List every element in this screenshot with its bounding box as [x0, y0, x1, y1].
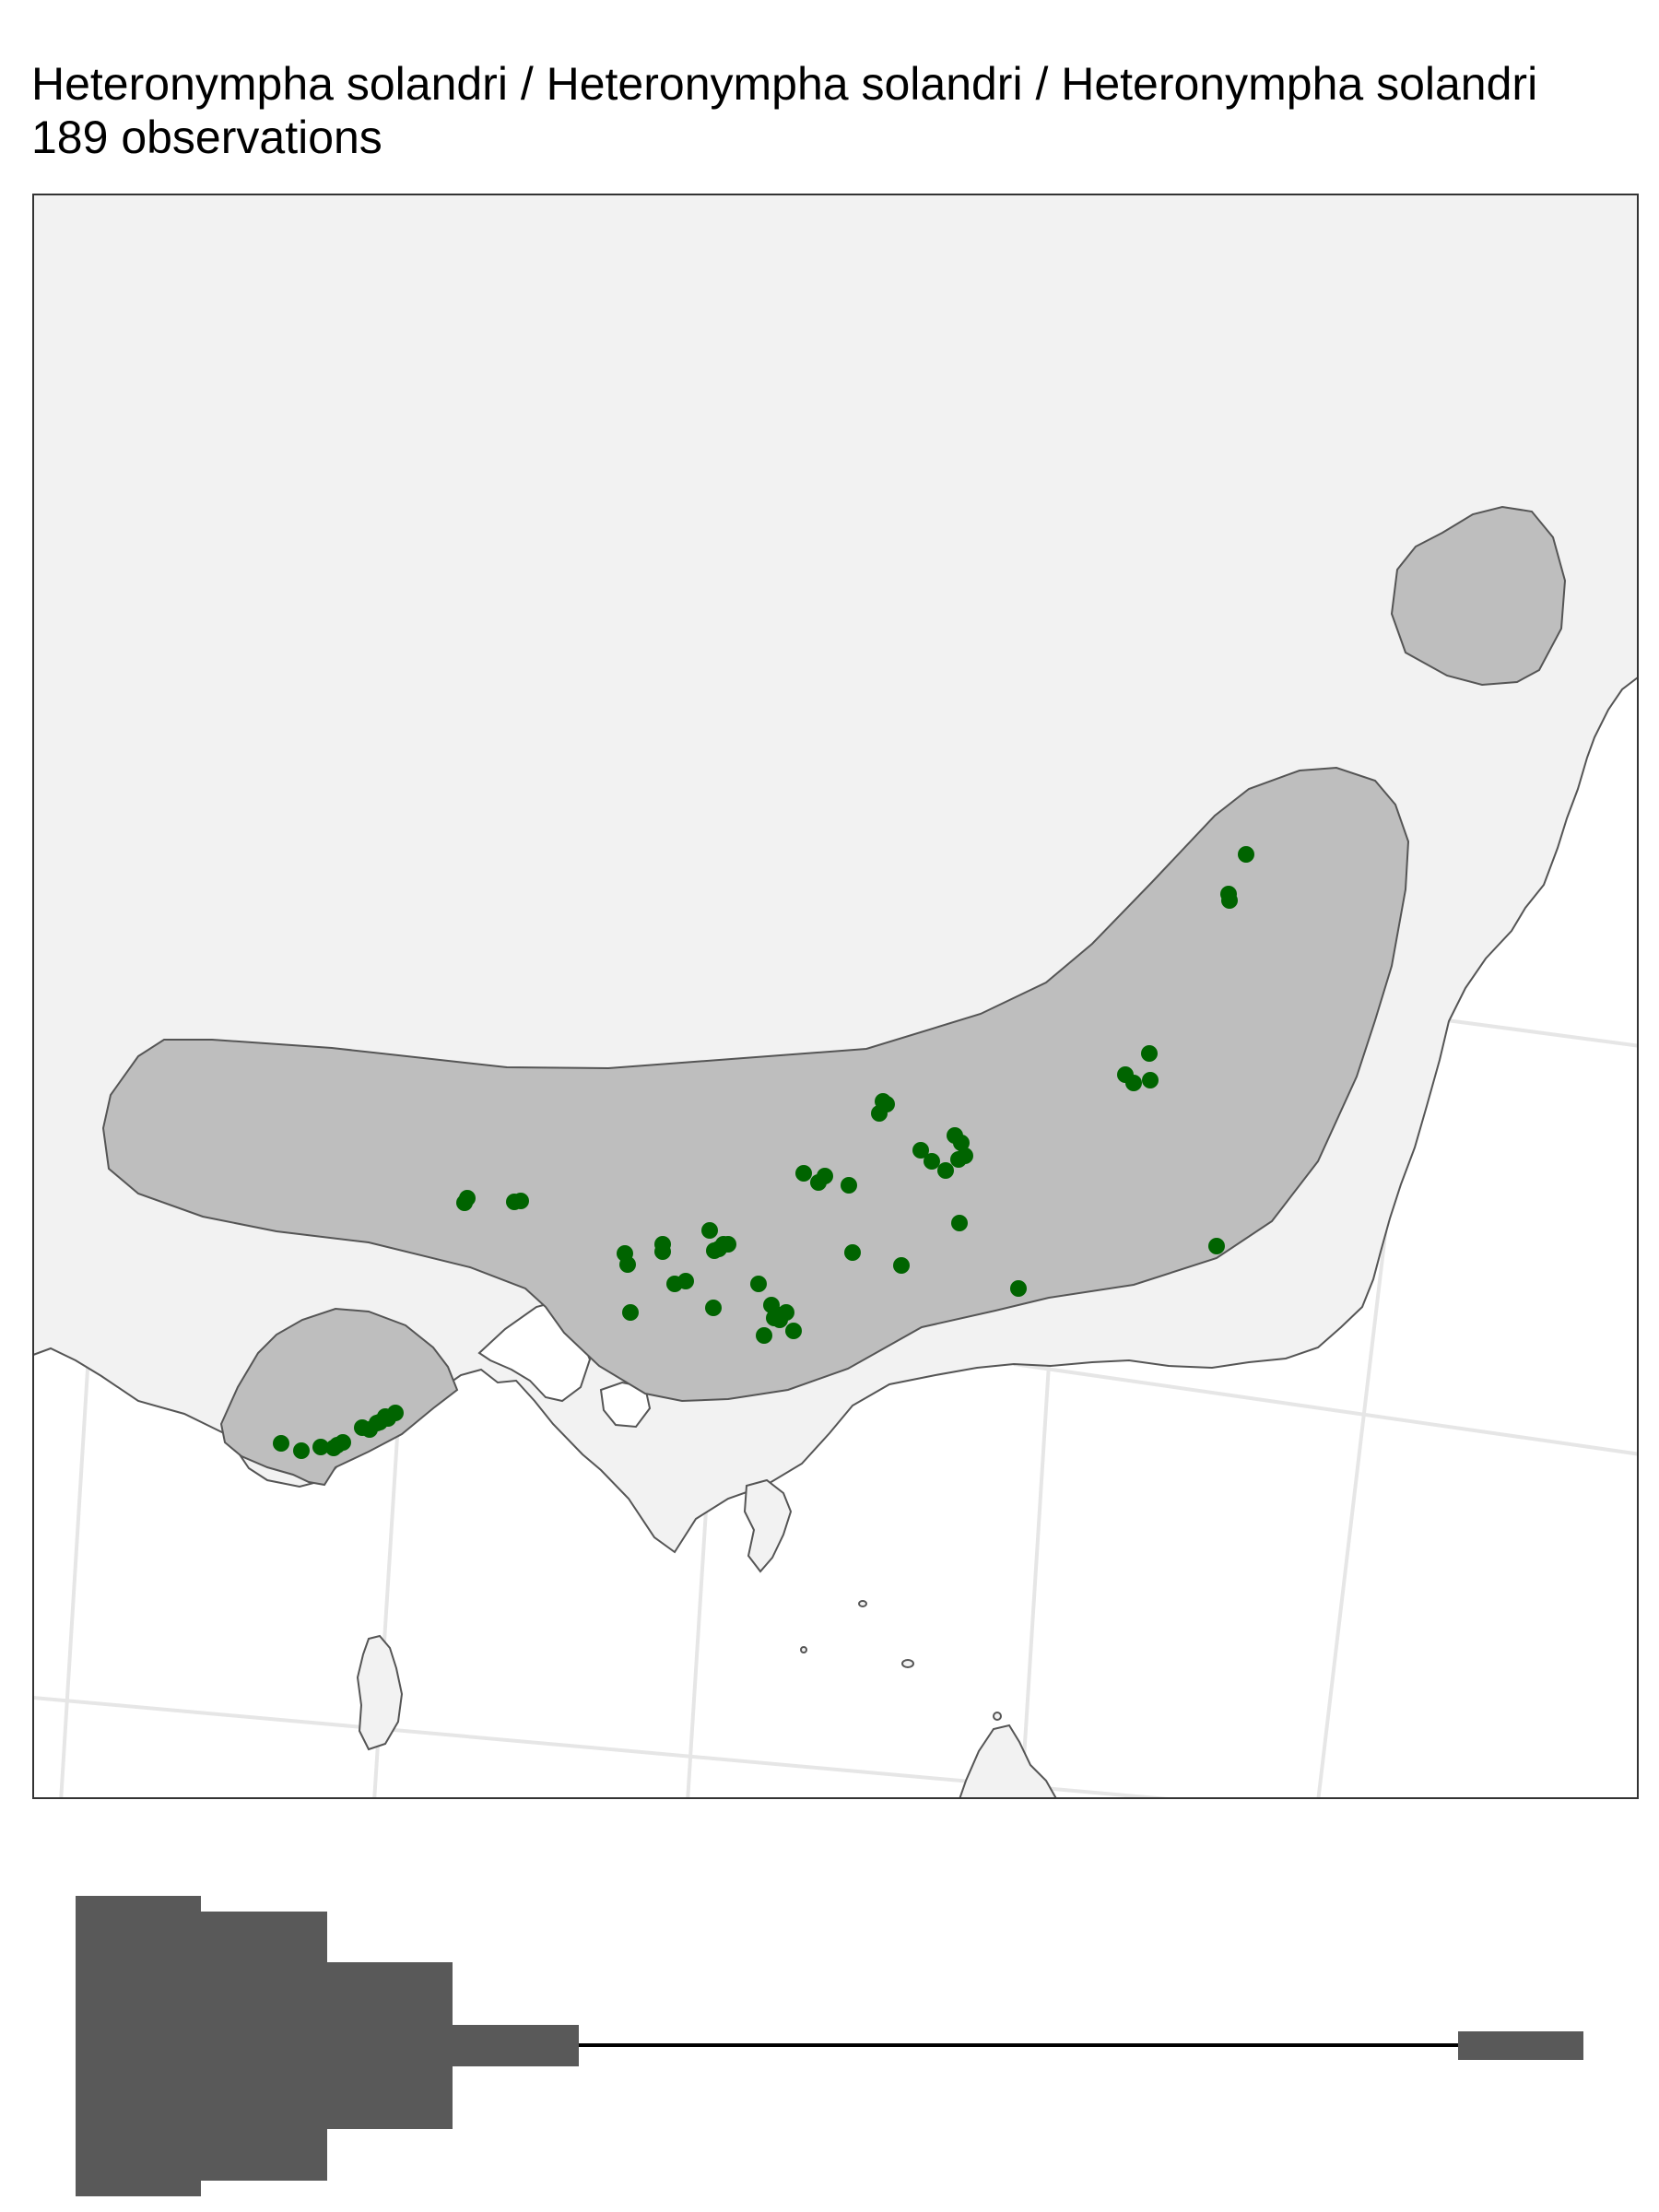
observation-point — [771, 1312, 788, 1328]
glyph-outlier-bar — [1458, 2031, 1583, 2060]
observation-point — [622, 1304, 639, 1321]
observation-point — [1208, 1238, 1225, 1254]
observation-point — [893, 1257, 910, 1274]
density-glyph — [76, 1896, 1583, 2196]
observation-point — [1141, 1045, 1158, 1062]
glyph-bar — [453, 2025, 579, 2066]
observation-point — [756, 1327, 772, 1344]
map-title: Heteronympha solandri / Heteronympha sol… — [31, 58, 1538, 110]
small-island — [901, 1659, 914, 1668]
observation-point — [841, 1177, 857, 1194]
observation-point — [951, 1215, 968, 1231]
glyph-bar — [76, 1896, 201, 2196]
graticule-line — [1316, 1179, 1394, 1798]
observation-point — [924, 1153, 940, 1170]
king-island — [356, 1634, 404, 1751]
glyph-bar — [201, 1912, 327, 2181]
observation-point — [512, 1193, 529, 1209]
observation-point — [1238, 846, 1254, 863]
map-panel-content — [33, 194, 1638, 1798]
northern-tasmania — [959, 1724, 1057, 1798]
observation-point — [677, 1273, 694, 1289]
title-block: Heteronympha solandri / Heteronympha sol… — [31, 57, 1659, 164]
observation-point — [785, 1323, 802, 1339]
northern-range-outlier-polygon — [1390, 505, 1567, 687]
observation-point — [950, 1151, 967, 1168]
observation-point — [1142, 1072, 1159, 1088]
observation-point — [273, 1435, 289, 1452]
observation-points — [273, 846, 1254, 1459]
observation-point — [706, 1242, 723, 1259]
small-island — [858, 1600, 867, 1607]
observation-point — [293, 1442, 310, 1459]
observation-point — [654, 1243, 671, 1260]
observation-point — [1125, 1075, 1142, 1091]
observation-point — [871, 1105, 888, 1122]
observation-point — [844, 1244, 861, 1261]
graticule-line — [1432, 1017, 1638, 1048]
observation-point — [937, 1162, 954, 1179]
map-panel-border — [32, 194, 1639, 1799]
small-island — [800, 1646, 807, 1653]
observation-point — [335, 1434, 351, 1451]
observation-point — [817, 1168, 833, 1184]
observation-point — [912, 1142, 929, 1159]
graticule-line — [1013, 1362, 1638, 1456]
observation-point — [720, 1236, 736, 1253]
observation-point — [1010, 1280, 1027, 1297]
observation-point — [619, 1256, 636, 1273]
glyph-bar — [327, 1962, 453, 2129]
observation-point — [459, 1190, 476, 1206]
small-island — [993, 1712, 1002, 1721]
observation-point — [312, 1439, 329, 1455]
observation-point — [953, 1135, 970, 1151]
graticule-line — [59, 1354, 90, 1798]
observation-point — [369, 1415, 385, 1431]
observation-point — [705, 1300, 722, 1316]
western-port — [599, 1381, 652, 1429]
observation-point — [701, 1222, 718, 1239]
observation-count: 189 observations — [31, 112, 382, 163]
observation-point — [750, 1276, 767, 1292]
main-range-polygon — [101, 766, 1410, 1403]
observation-point — [1221, 892, 1238, 909]
wilsons-promontory — [743, 1478, 793, 1573]
observation-point — [795, 1165, 812, 1182]
graticule-line — [1019, 1363, 1051, 1798]
